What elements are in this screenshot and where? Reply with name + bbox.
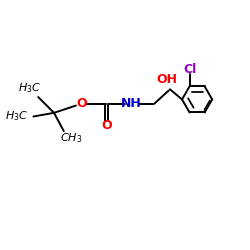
Text: O: O (102, 119, 112, 132)
Text: OH: OH (156, 72, 178, 86)
Text: $H_3C$: $H_3C$ (5, 110, 28, 124)
Text: O: O (76, 97, 86, 110)
Text: $CH_3$: $CH_3$ (60, 132, 83, 145)
Text: $H_3C$: $H_3C$ (18, 82, 42, 96)
Text: Cl: Cl (183, 63, 196, 76)
Text: NH: NH (121, 97, 142, 110)
